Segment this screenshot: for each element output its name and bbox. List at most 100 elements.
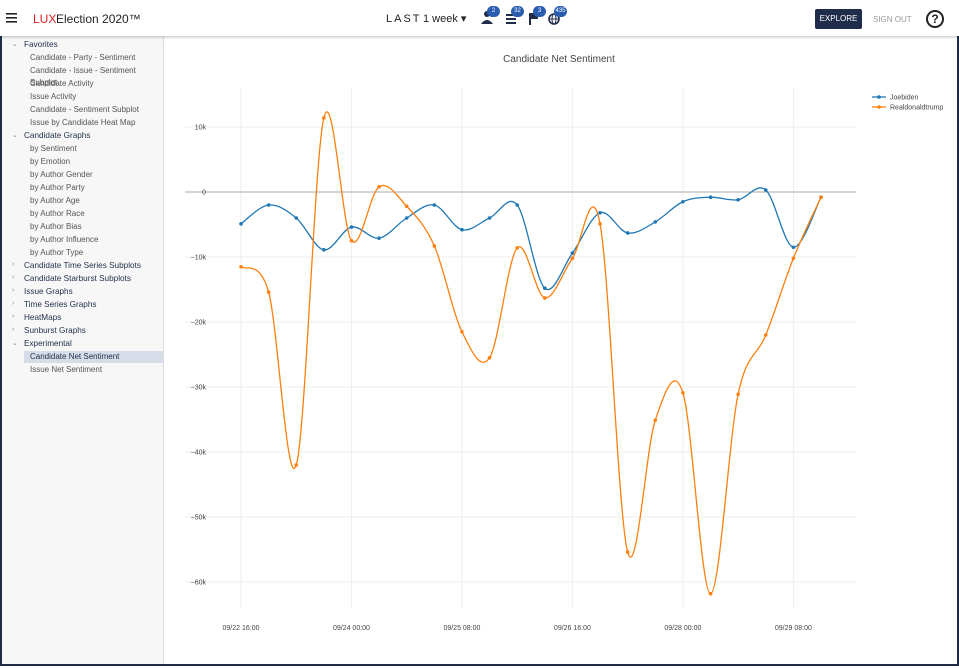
tree-item[interactable]: by Emotion xyxy=(30,157,71,166)
tree-item[interactable]: Candidate - Issue - Sentiment Subplot xyxy=(30,66,136,87)
data-point xyxy=(239,222,243,226)
tree-item[interactable]: by Author Type xyxy=(30,248,84,257)
tree-caret[interactable]: ⌄ xyxy=(12,41,18,48)
tree-group[interactable]: HeatMaps xyxy=(24,313,62,322)
series-line xyxy=(240,111,822,595)
tree-caret[interactable]: › xyxy=(12,313,15,320)
y-tick-label: −10k xyxy=(191,255,207,262)
data-point xyxy=(487,355,492,360)
data-point xyxy=(432,244,437,248)
data-point xyxy=(791,245,796,250)
y-tick-label: −30k xyxy=(191,385,207,392)
data-point xyxy=(432,203,437,207)
data-point xyxy=(708,195,713,199)
y-tick-label: 0 xyxy=(202,190,206,197)
x-tick-label: 09/22 16:00 xyxy=(223,625,260,632)
tree-item[interactable]: by Author Age xyxy=(30,196,80,205)
x-tick-label: 09/29 08:00 xyxy=(775,625,812,632)
menu-icon[interactable] xyxy=(6,13,18,23)
data-point xyxy=(625,550,630,554)
explore-button[interactable]: EXPLORE xyxy=(815,9,862,29)
data-point xyxy=(570,251,575,255)
badge: 32 xyxy=(511,6,524,17)
badge: 2 xyxy=(487,6,500,17)
tree-item[interactable]: by Author Influence xyxy=(30,235,99,244)
tree-group[interactable]: Candidate Starburst Subplots xyxy=(24,274,131,283)
data-point xyxy=(266,290,271,294)
data-point xyxy=(349,238,354,243)
tree-item[interactable]: Candidate Net Sentiment xyxy=(24,351,163,363)
data-point xyxy=(487,216,492,220)
tree-caret[interactable]: › xyxy=(12,261,15,268)
sign-out-button[interactable]: SIGN OUT xyxy=(873,15,912,24)
tree-group[interactable]: Candidate Graphs xyxy=(24,131,91,140)
data-point xyxy=(294,216,299,220)
sidebar: ⌄ Favorites Candidate - Party - Sentiment C… xyxy=(2,36,164,666)
data-point xyxy=(404,216,409,220)
tree-item[interactable]: by Author Race xyxy=(30,209,85,218)
tree-group[interactable]: Issue Graphs xyxy=(24,287,73,296)
badge: 3 xyxy=(533,6,546,17)
tree-item[interactable]: by Author Gender xyxy=(30,170,93,179)
data-point xyxy=(460,227,464,232)
tree-item[interactable]: by Author Bias xyxy=(30,222,82,231)
tree-item[interactable]: Candidate - Party - Sentiment xyxy=(30,53,136,62)
data-point xyxy=(598,211,602,215)
data-point xyxy=(515,246,519,250)
data-point xyxy=(294,463,299,467)
data-point xyxy=(681,199,685,204)
legend-marker xyxy=(877,105,881,109)
chart-title: Candidate Net Sentiment xyxy=(503,54,615,65)
tree-item[interactable]: by Author Party xyxy=(30,183,85,192)
data-point xyxy=(653,418,658,422)
tree-item[interactable]: Issue Net Sentiment xyxy=(30,365,103,374)
tree-group[interactable]: Experimental xyxy=(24,339,72,348)
tree-caret[interactable]: › xyxy=(12,274,15,281)
data-point xyxy=(266,203,271,207)
brand-prefix[interactable]: LUX xyxy=(33,12,57,26)
data-point xyxy=(625,231,630,235)
data-point xyxy=(515,203,519,207)
data-point xyxy=(763,188,768,192)
data-point xyxy=(377,236,381,240)
data-point xyxy=(681,391,685,395)
tree-caret[interactable]: ⌄ xyxy=(12,340,18,347)
data-point xyxy=(598,222,602,226)
x-tick-label: 09/28 00:00 xyxy=(664,625,701,632)
legend-marker xyxy=(877,95,881,99)
x-tick-label: 09/25 08:00 xyxy=(443,625,480,632)
y-tick-label: 10k xyxy=(195,125,207,132)
tree-item[interactable]: Candidate Activity xyxy=(30,79,94,88)
data-point xyxy=(404,204,409,209)
x-tick-label: 09/26 16:00 xyxy=(554,625,591,632)
tree-item[interactable]: Candidate - Sentiment Subplot xyxy=(30,105,139,114)
list-icon[interactable] xyxy=(506,14,516,24)
tree-caret[interactable]: › xyxy=(12,300,15,307)
tree-group[interactable]: Time Series Graphs xyxy=(24,300,97,309)
legend-label: Joebiden xyxy=(890,95,919,102)
help-icon[interactable]: ? xyxy=(926,10,944,28)
tree-caret[interactable]: ⌄ xyxy=(12,132,18,139)
range-value[interactable]: 1 week xyxy=(423,13,458,25)
range-select[interactable]: 1 week ▾ xyxy=(423,13,467,25)
badge: 435 xyxy=(554,6,567,17)
data-point xyxy=(763,333,768,337)
tree-caret[interactable]: › xyxy=(12,287,15,294)
y-tick-label: −60k xyxy=(191,580,207,587)
legend-label: Realdonaldtrump xyxy=(890,105,943,112)
tree-caret[interactable]: › xyxy=(12,326,15,333)
tree-item[interactable]: Issue by Candidate Heat Map xyxy=(30,118,136,127)
tree-group[interactable]: Favorites xyxy=(24,40,58,49)
data-point xyxy=(322,116,326,120)
tree-item[interactable]: Issue Activity xyxy=(30,92,77,101)
y-tick-label: −20k xyxy=(191,320,207,327)
data-point xyxy=(349,225,354,229)
tree-item[interactable]: by Sentiment xyxy=(30,144,77,153)
y-tick-label: −40k xyxy=(191,450,207,457)
tree-group[interactable]: Candidate Time Series Subplots xyxy=(24,261,141,270)
tree-group[interactable]: Sunburst Graphs xyxy=(24,326,86,335)
data-point xyxy=(570,256,575,261)
data-point xyxy=(460,329,464,334)
brand[interactable]: Election 2020™ xyxy=(56,12,141,26)
